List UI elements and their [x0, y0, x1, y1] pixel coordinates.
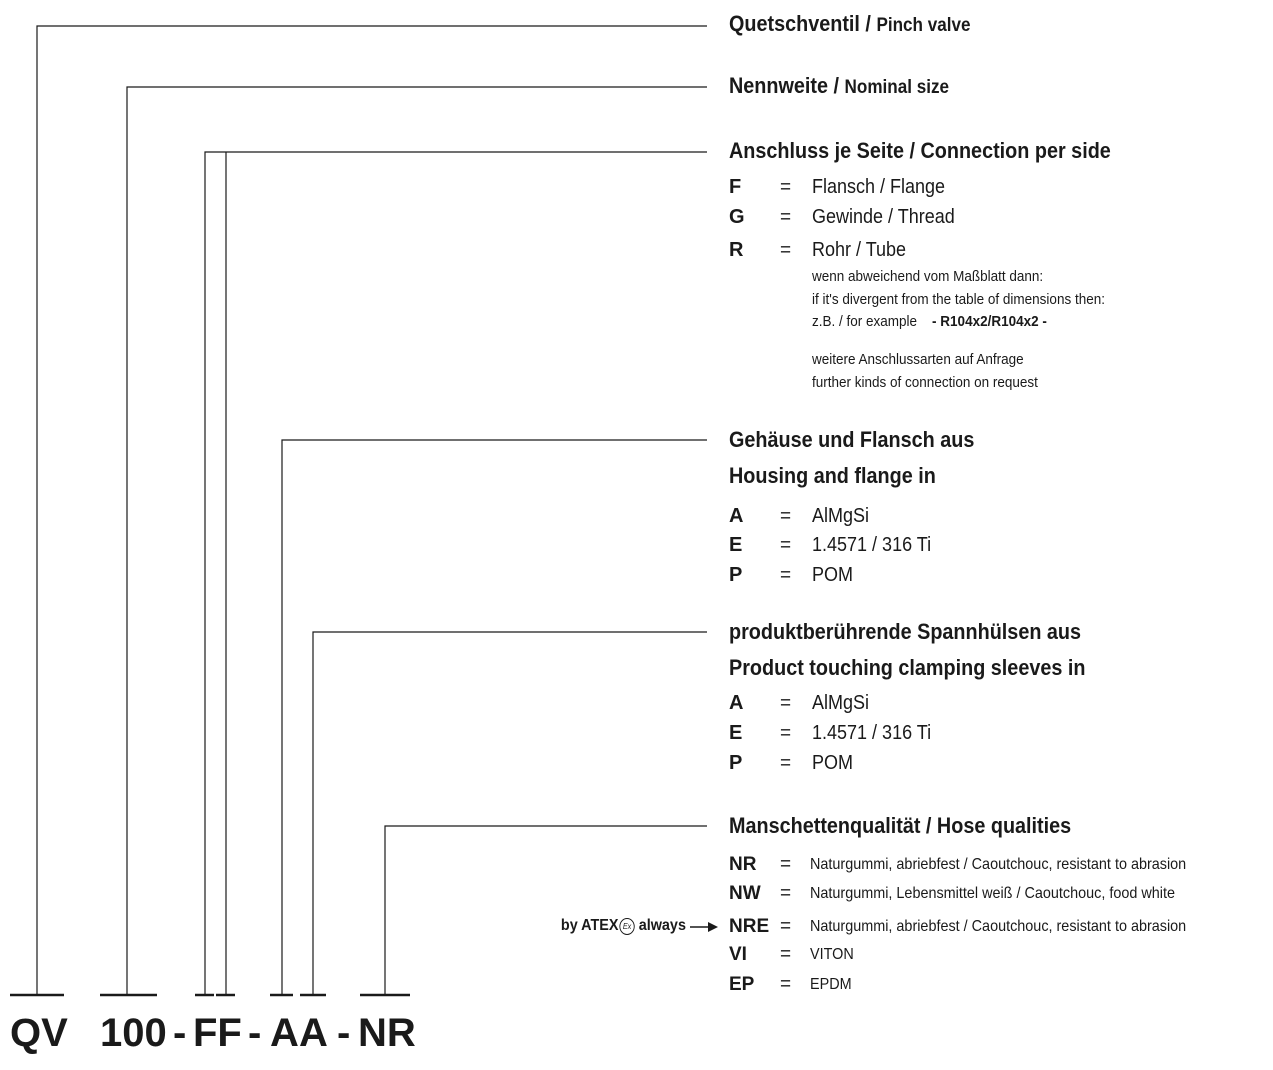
connection-eq-F: =	[780, 177, 792, 198]
code-connection: FF	[193, 1011, 242, 1055]
code-size: 100	[100, 1011, 167, 1055]
leader-sleeves	[312, 631, 707, 994]
connection-value-R: Rohr / Tube	[812, 239, 907, 261]
sleeves-key-A: A	[729, 692, 744, 714]
connection-value-G: Gewinde / Thread	[812, 206, 955, 228]
sleeves-value-A: AlMgSi	[812, 692, 870, 714]
connection-note-en: if it's divergent from the table of dime…	[812, 291, 1105, 308]
hose-key-NRE: NRE	[729, 916, 770, 937]
connection-title: Anschluss je Seite / Connection per side	[729, 138, 1111, 163]
housing-value-E: 1.4571 / 316 Ti	[812, 534, 932, 556]
housing-eq-A: =	[780, 506, 792, 527]
sleeves-key-E: E	[729, 722, 743, 744]
connection-example: z.B. / for example - R104x2/R104x2 -	[812, 313, 1047, 330]
connection-value-F: Flansch / Flange	[812, 176, 946, 198]
hose-eq-NR: =	[780, 854, 792, 875]
leader-valve	[36, 25, 707, 994]
housing-key-A: A	[729, 505, 744, 527]
connection-key-R: R	[729, 239, 744, 261]
size-title: Nennweite / Nominal size	[729, 73, 950, 98]
hose-value-NR: Naturgummi, abriebfest / Caoutchouc, res…	[810, 856, 1187, 873]
leader-size	[126, 86, 707, 994]
code-dash-3: -	[337, 1011, 351, 1055]
housing-eq-E: =	[780, 535, 792, 556]
leader-connection-1	[204, 151, 707, 994]
leader-housing	[281, 439, 707, 994]
housing-value-A: AlMgSi	[812, 505, 870, 527]
sleeves-eq-E: =	[780, 723, 792, 744]
sleeves-title-en: Product touching clamping sleeves in	[729, 655, 1086, 680]
connection-eq-G: =	[780, 207, 792, 228]
atex-ex-icon: Ex	[619, 918, 635, 935]
connection-key-F: F	[729, 176, 742, 198]
atex-note: by ATEX Ex always	[560, 917, 686, 935]
code-dash-1: -	[173, 1011, 187, 1055]
connection-more-en: further kinds of connection on request	[812, 374, 1038, 391]
connection-example-value: - R104x2/R104x2 -	[932, 313, 1047, 330]
code-hose: NR	[358, 1011, 416, 1055]
hose-title: Manschettenqualität / Hose qualities	[729, 813, 1072, 838]
connection-note-de: wenn abweichend vom Maßblatt dann:	[812, 268, 1044, 285]
sleeves-value-P: POM	[812, 752, 854, 774]
connection-eq-R: =	[780, 240, 792, 261]
hose-key-NR: NR	[729, 854, 757, 875]
connection-key-G: G	[729, 206, 745, 228]
hose-key-NW: NW	[729, 883, 761, 904]
housing-title-en: Housing and flange in	[729, 463, 936, 488]
housing-eq-P: =	[780, 565, 792, 586]
hose-value-NRE: Naturgummi, abriebfest / Caoutchouc, res…	[810, 918, 1187, 935]
hose-key-EP: EP	[729, 974, 755, 995]
sleeves-title-de: produktberührende Spannhülsen aus	[729, 619, 1082, 644]
hose-eq-NRE: =	[780, 916, 792, 937]
housing-value-P: POM	[812, 564, 854, 586]
housing-key-E: E	[729, 534, 743, 556]
connection-more-de: weitere Anschlussarten auf Anfrage	[812, 351, 1024, 368]
hose-eq-VI: =	[780, 944, 792, 965]
housing-key-P: P	[729, 564, 743, 586]
hose-key-VI: VI	[729, 944, 747, 965]
sleeves-eq-P: =	[780, 753, 792, 774]
code-housing: A	[270, 1011, 299, 1055]
sleeves-eq-A: =	[780, 693, 792, 714]
sleeves-value-E: 1.4571 / 316 Ti	[812, 722, 932, 744]
hose-value-NW: Naturgummi, Lebensmittel weiß / Caoutcho…	[810, 885, 1175, 902]
valve-title: Quetschventil / Pinch valve	[729, 11, 971, 36]
hose-value-EP: EPDM	[810, 976, 852, 993]
code-dash-2: -	[248, 1011, 262, 1055]
hose-eq-EP: =	[780, 974, 792, 995]
code-qv: QV	[10, 1011, 68, 1055]
atex-arrow-icon	[690, 922, 718, 932]
leader-hose	[384, 825, 707, 994]
housing-title-de: Gehäuse und Flansch aus	[729, 427, 975, 452]
hose-eq-NW: =	[780, 883, 792, 904]
code-sleeves: A	[299, 1011, 328, 1055]
sleeves-key-P: P	[729, 752, 743, 774]
hose-value-VI: VITON	[810, 946, 854, 963]
